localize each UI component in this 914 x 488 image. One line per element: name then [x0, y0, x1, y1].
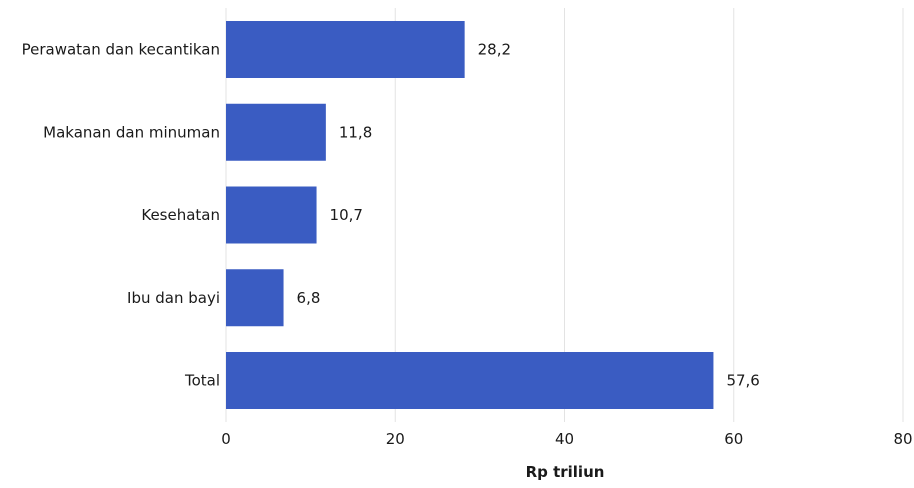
labels: 0 20 40 60 80 Perawatan dan kecantikan 28,2 Mak…: [22, 41, 913, 449]
data-label: 28,2: [478, 41, 511, 59]
bars: [226, 21, 714, 409]
x-tick-label: 0: [221, 430, 231, 448]
bar: [226, 352, 714, 409]
x-tick-label: 20: [386, 430, 405, 448]
data-label: 57,6: [726, 372, 759, 390]
bar: [226, 103, 326, 161]
category-label: Total: [184, 372, 220, 390]
x-axis-title: Rp triliun: [526, 463, 605, 481]
category-label: Perawatan dan kecantikan: [22, 41, 220, 59]
x-tick-label: 60: [724, 430, 743, 448]
category-label: Ibu dan bayi: [127, 289, 220, 307]
x-tick-label: 40: [555, 430, 574, 448]
x-tick-label: 80: [893, 430, 912, 448]
data-label: 6,8: [297, 289, 321, 307]
bar: [226, 186, 317, 244]
data-label: 11,8: [339, 123, 372, 141]
bar: [226, 269, 284, 327]
bar: [226, 21, 465, 78]
category-label: Makanan dan minuman: [43, 123, 220, 141]
category-label: Kesehatan: [141, 206, 220, 224]
data-label: 10,7: [330, 206, 363, 224]
